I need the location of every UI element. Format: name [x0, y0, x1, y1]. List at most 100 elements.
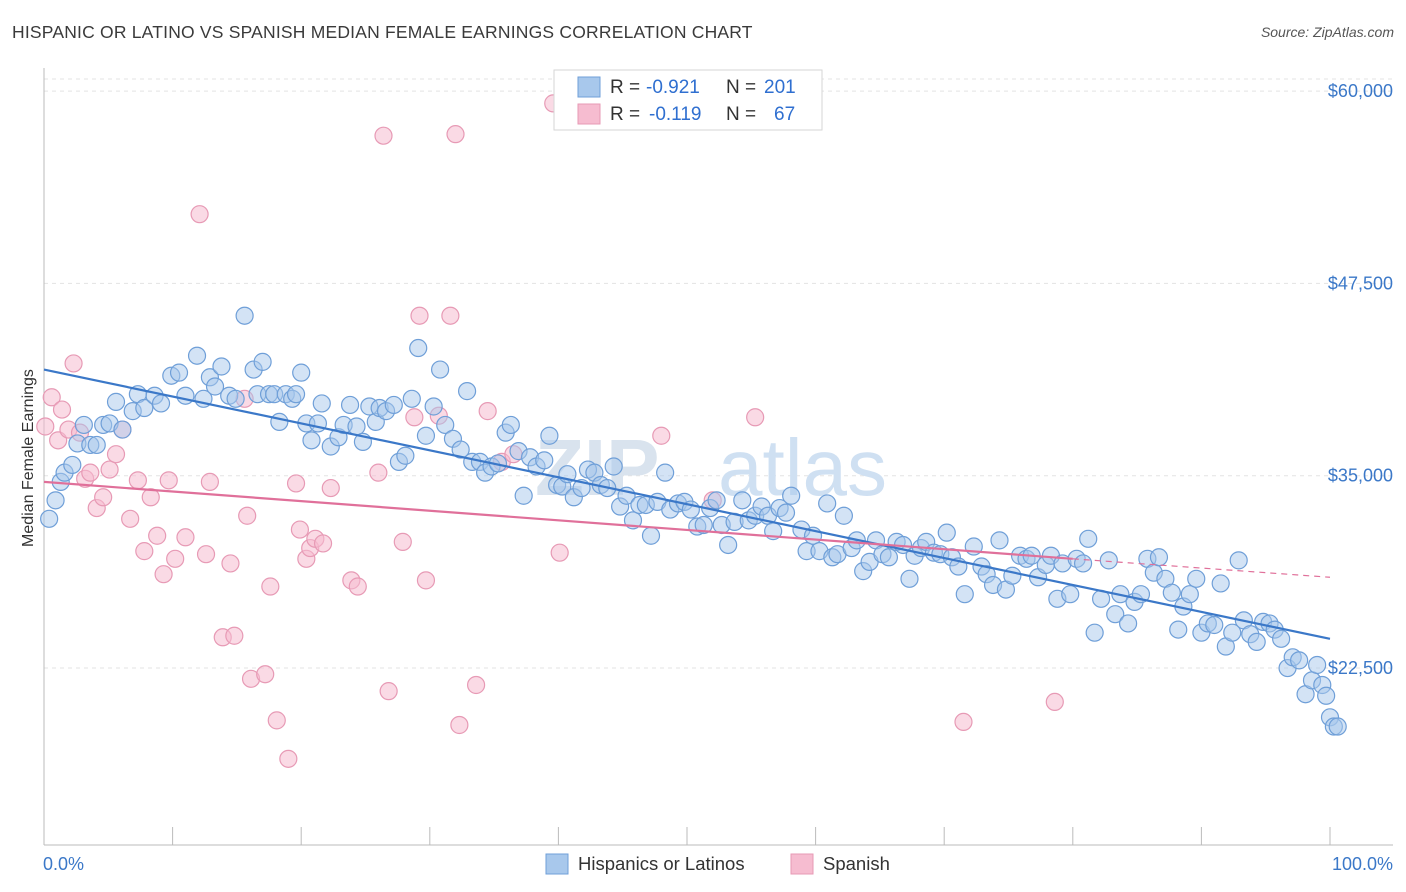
hispanic-point: [834, 506, 853, 525]
spanish-point: [313, 534, 333, 553]
hispanic-point: [402, 389, 421, 408]
hispanic-point: [46, 491, 65, 510]
hispanic-point: [656, 463, 675, 482]
spanish-point: [190, 205, 209, 224]
spanish-point: [321, 478, 340, 498]
legend-r-value-1: -0.921: [646, 77, 700, 98]
spanish-point: [279, 749, 298, 768]
hispanic-point: [514, 486, 533, 505]
spanish-point: [405, 408, 424, 427]
legend-r-label-2: R =: [610, 104, 640, 125]
hispanic-point: [1106, 605, 1125, 624]
spanish-trend-line: [43, 480, 1073, 560]
hispanic-point: [733, 491, 752, 510]
hispanic-point: [292, 363, 311, 382]
spanish-point: [379, 682, 398, 701]
hispanic-point: [347, 417, 366, 436]
legend-n-label-2: N =: [726, 104, 756, 125]
spanish-point: [374, 126, 393, 145]
spanish-point: [1045, 692, 1064, 712]
spanish-point: [441, 306, 460, 325]
hispanic-point: [74, 415, 93, 435]
hispanic-point: [990, 531, 1009, 550]
spanish-point: [267, 711, 286, 730]
hispanic-point: [1085, 623, 1104, 642]
x-tick-min: 0.0%: [43, 854, 84, 874]
spanish-point: [106, 445, 126, 464]
hispanic-point: [879, 548, 899, 567]
hispanic-point: [1205, 615, 1224, 635]
hispanic-point: [176, 386, 195, 405]
spanish-point: [148, 526, 167, 545]
hispanic-point: [169, 363, 189, 382]
hispanic-point: [1169, 620, 1188, 639]
spanish-trend-extension: [1072, 558, 1331, 578]
watermark: ZIP atlas: [535, 423, 887, 512]
hispanic-point: [1162, 583, 1181, 602]
hispanic-point: [1061, 585, 1080, 604]
spanish-point: [154, 565, 173, 584]
bottom-legend: Hispanics or Latinos Spanish: [545, 853, 890, 875]
y-axis-label: Median Female Earnings: [20, 369, 37, 547]
bottom-legend-label-hispanic: Hispanics or Latinos: [578, 853, 745, 874]
hispanic-point: [1328, 717, 1347, 736]
spanish-point: [238, 506, 257, 525]
y-tick-label-0: $22,500: [1328, 658, 1393, 678]
hispanic-trend-line: [43, 368, 1331, 640]
hispanic-point: [384, 395, 403, 415]
source-label: Source: ZipAtlas.com: [1260, 24, 1394, 40]
spanish-point: [52, 400, 72, 419]
legend-swatch-pink: [577, 103, 601, 125]
spanish-point: [446, 125, 465, 144]
hispanic-point: [955, 585, 974, 604]
hispanic-point: [40, 509, 59, 528]
spanish-point: [166, 549, 185, 568]
hispanic-point: [226, 389, 245, 408]
spanish-point: [256, 665, 275, 684]
spanish-point: [221, 554, 240, 573]
hispanic-point: [113, 420, 132, 439]
x-tick-max: 100.0%: [1332, 854, 1393, 874]
hispanic-point: [776, 503, 796, 522]
hispanic-point: [396, 446, 415, 465]
bottom-legend-swatch-blue: [545, 853, 569, 875]
legend-r-label-1: R =: [610, 77, 640, 98]
hispanic-point: [641, 526, 661, 545]
bottom-legend-swatch-pink: [790, 853, 814, 875]
spanish-point: [348, 577, 367, 596]
hispanic-point: [719, 535, 738, 555]
legend-n-value-1: 201: [764, 77, 796, 98]
spanish-point: [261, 577, 280, 596]
spanish-point: [81, 463, 100, 482]
legend-n-value-2: 67: [774, 104, 795, 125]
spanish-point: [42, 388, 61, 407]
hispanic-point: [187, 346, 207, 365]
legend-r-value-2: -0.119: [649, 104, 701, 125]
hispanic-point: [286, 385, 306, 404]
legend-swatch-blue: [577, 76, 601, 98]
hispanic-point: [1073, 554, 1093, 573]
spanish-point: [290, 520, 310, 539]
hispanic-point: [818, 494, 837, 513]
hispanic-points: [40, 306, 1347, 736]
spanish-point: [746, 408, 765, 427]
spanish-point: [200, 472, 219, 491]
hispanic-point: [436, 415, 455, 435]
spanish-point: [369, 463, 388, 482]
hispanic-point: [1223, 623, 1242, 642]
hispanic-point: [424, 397, 443, 416]
spanish-point: [100, 460, 119, 479]
hispanic-point: [1079, 529, 1098, 548]
trend-lines: [43, 368, 1331, 640]
chart-title: HISPANIC OR LATINO VS SPANISH MEDIAN FEM…: [12, 22, 753, 42]
hispanic-point: [205, 377, 225, 396]
spanish-point: [416, 571, 436, 590]
y-tick-labels: $22,500 $35,000 $47,500 $60,000: [1328, 81, 1393, 678]
hispanic-point: [535, 451, 554, 470]
hispanic-point: [1229, 551, 1248, 570]
spanish-point: [176, 528, 195, 547]
hispanic-point: [694, 515, 713, 535]
hispanic-point: [1290, 651, 1309, 670]
spanish-point: [121, 509, 140, 528]
hispanic-point: [1180, 585, 1199, 604]
